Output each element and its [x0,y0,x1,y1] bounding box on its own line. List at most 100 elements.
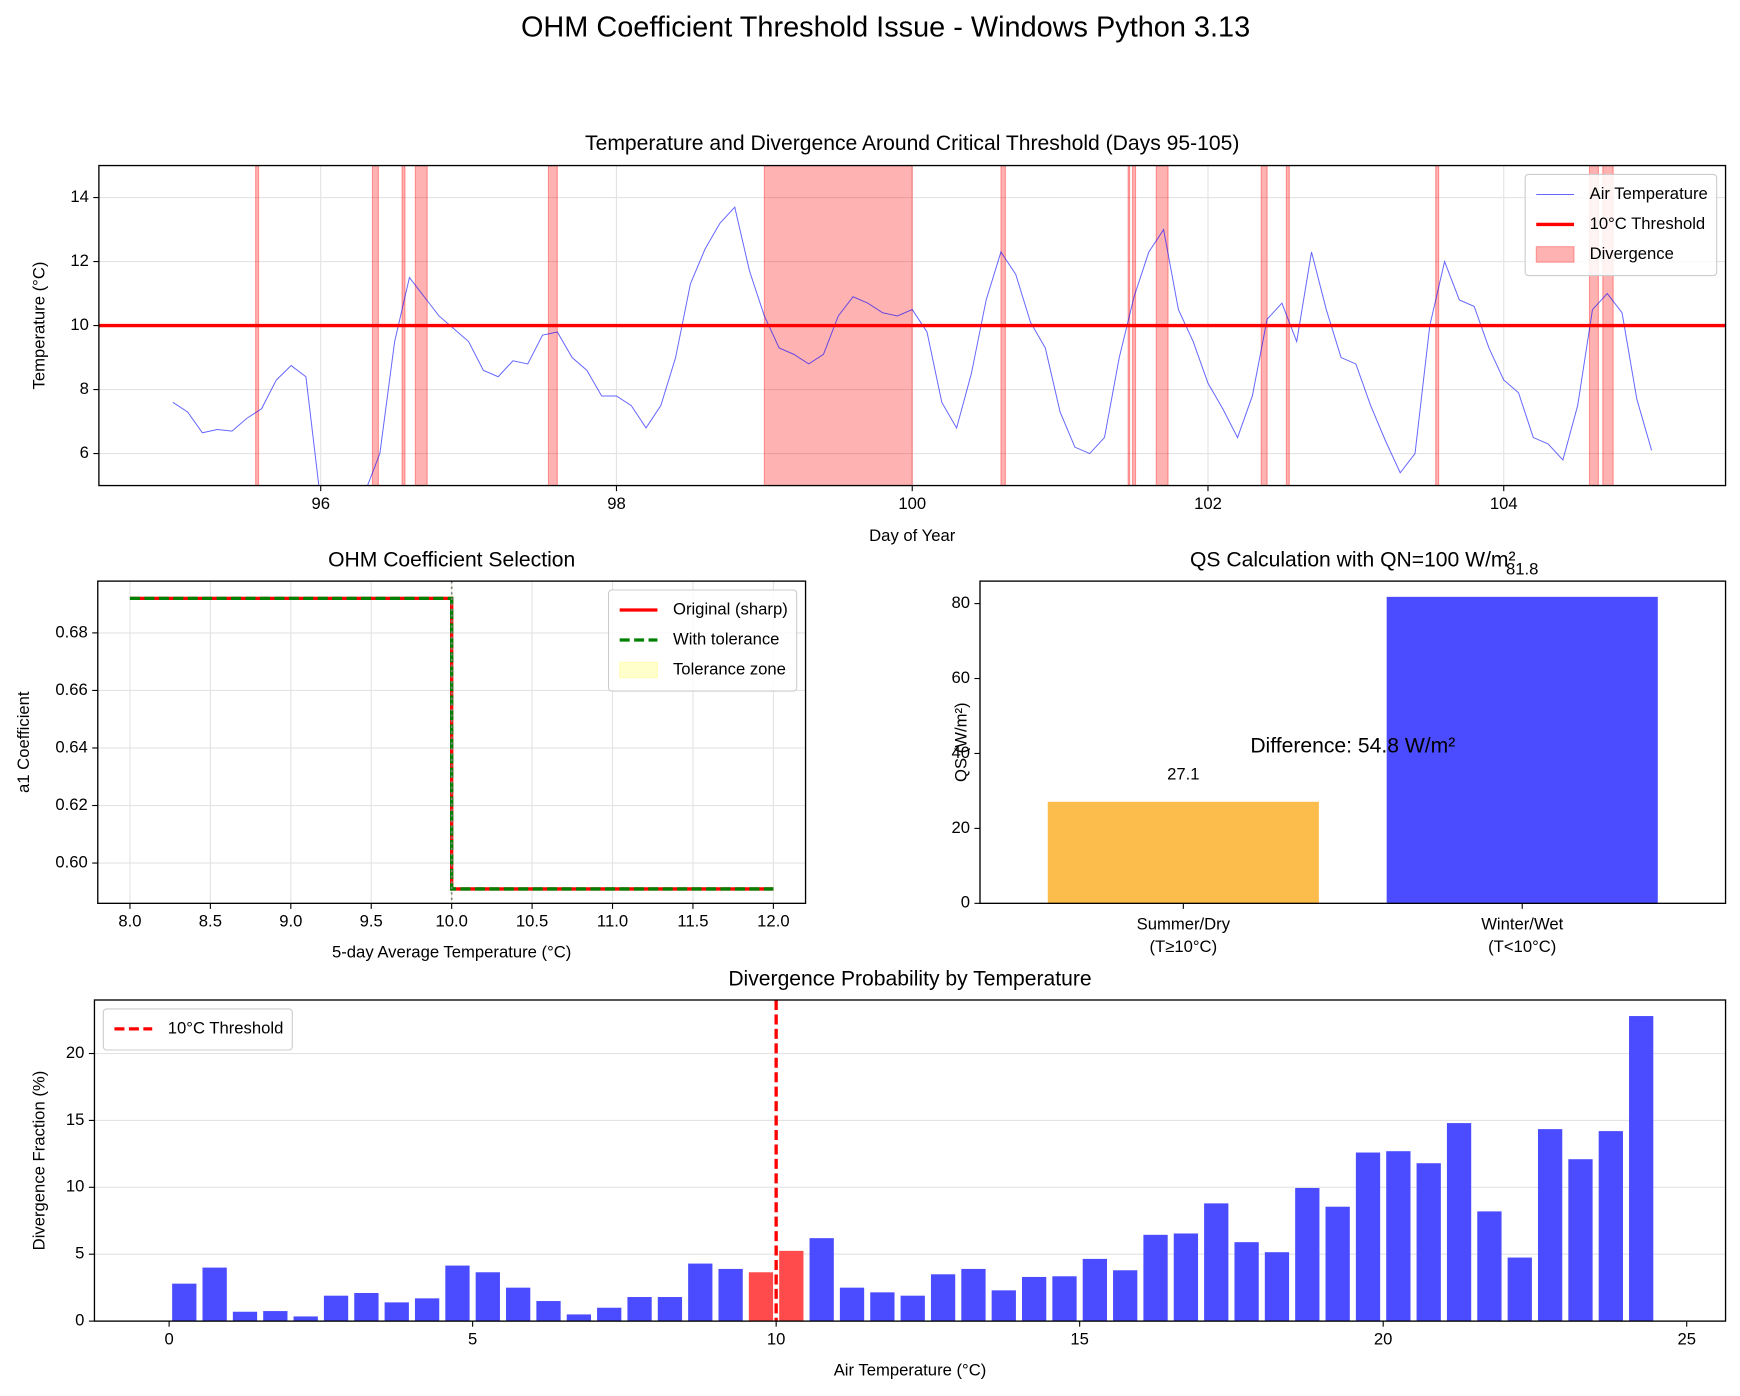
bar [1113,1270,1138,1322]
x-tick-label: 8.5 [199,912,222,931]
y-axis-label: Divergence Fraction (%) [29,1071,48,1251]
chart-panel: Temperature and Divergence Around Critic… [29,132,1727,545]
bar [961,1268,986,1322]
y-tick-label: 80 [951,593,970,612]
plot-area [98,165,1726,486]
bar [657,1297,683,1322]
bar [354,1293,379,1322]
y-tick-label: 40 [951,743,970,762]
y-tick-label: 10 [66,1177,85,1196]
bar [809,1238,834,1322]
legend-swatch [619,661,658,679]
y-tick-label: 12 [70,251,89,270]
bar [748,1272,774,1322]
x-tick-label: Winter/Wet (T<10°C) [1481,915,1563,956]
legend-label: Air Temperature [1590,184,1708,203]
plot-area [172,999,1654,1322]
y-tick-label: 20 [66,1043,85,1062]
x-tick-label: 98 [607,494,626,513]
y-axis-label: QS (W/m²) [952,702,971,782]
x-tick-label: 11.5 [677,912,708,931]
bar [1264,1252,1290,1322]
bar [1568,1159,1593,1322]
y-tick-label: 0.60 [55,852,87,871]
value-label: 27.1 [1167,765,1199,784]
y-axis-label: a1 Coefficient [14,691,33,793]
bar [536,1301,561,1322]
y-axis-label: Temperature (°C) [29,262,48,390]
bar [1143,1234,1168,1322]
x-tick-label: 104 [1490,494,1518,513]
y-tick-label: 5 [75,1244,84,1263]
bar [1416,1163,1441,1322]
x-tick-label: Summer/Dry (T≥10°C) [1137,915,1231,956]
bar [627,1297,652,1322]
bar [839,1287,865,1322]
y-tick-label: 0.68 [55,622,87,641]
chart-title: OHM Coefficient Selection [328,549,575,572]
x-tick-label: 10 [767,1329,786,1348]
bar [384,1302,409,1322]
bar [414,1298,440,1322]
legend: Air Temperature 10°C Threshold Divergence [1524,173,1718,277]
legend: Original (sharp) With tolerance Tolerance … [607,589,798,692]
bar [1082,1258,1107,1322]
bar [1537,1129,1563,1322]
legend: 10°C Threshold [102,1008,293,1051]
chart-panel: OHM Coefficient Selection 5-day Average T… [14,549,807,962]
bar [597,1307,622,1322]
bar [1386,596,1658,904]
bar [1295,1187,1320,1322]
y-tick-label: 0 [961,893,970,912]
y-tick-label: 0.64 [55,737,87,756]
plot-area [1047,596,1658,904]
plot-area [129,581,774,904]
bar [1507,1257,1532,1322]
axes-frame [97,580,807,904]
y-tick-label: 10 [70,315,89,334]
annotation: Difference: 54.8 W/m² [1250,735,1455,758]
x-tick-label: 8.0 [118,912,141,931]
y-tick-label: 60 [951,668,970,687]
x-tick-label: 100 [898,494,926,513]
x-tick-label: 25 [1677,1329,1696,1348]
chart-panel: Divergence Probability by Temperature Air… [29,968,1727,1380]
bar [1052,1276,1077,1322]
legend-label: 10°C Threshold [1590,214,1706,233]
x-tick-label: 10.5 [516,912,548,931]
x-tick-label: 96 [311,494,330,513]
legend-label: Divergence [1590,244,1674,263]
bar [506,1287,531,1322]
x-tick-label: 5 [468,1329,477,1348]
x-tick-label: 9.5 [360,912,383,931]
legend-swatch [1535,246,1575,263]
bar [1598,1131,1623,1322]
data-line [172,206,1653,486]
bar [172,1283,197,1322]
bar [930,1274,956,1322]
legend-box [607,589,798,692]
bar [1355,1152,1381,1322]
bar [475,1272,500,1322]
y-tick-label: 15 [66,1110,85,1129]
x-tick-label: 9.0 [279,912,302,931]
legend-label: 10°C Threshold [168,1018,284,1037]
x-tick-label: 0 [164,1329,173,1348]
bar [779,1250,804,1322]
y-tick-label: 20 [951,818,970,837]
chart-title: QS Calculation with QN=100 W/m² [1190,549,1516,572]
x-axis-label: 5-day Average Temperature (°C) [332,943,571,962]
x-tick-label: 10.0 [435,912,467,931]
y-tick-label: 0.62 [55,795,87,814]
legend-box [1524,173,1718,277]
bar [263,1311,288,1322]
chart-panel: QS Calculation with QN=100 W/m² QS (W/m²)… [951,549,1727,956]
bar [991,1290,1016,1322]
axes-frame [98,164,1727,487]
axes-frame [93,999,1727,1322]
figure-title: OHM Coefficient Threshold Issue - Window… [521,12,1250,44]
legend-box [102,1008,293,1051]
y-tick-label: 6 [80,443,89,462]
